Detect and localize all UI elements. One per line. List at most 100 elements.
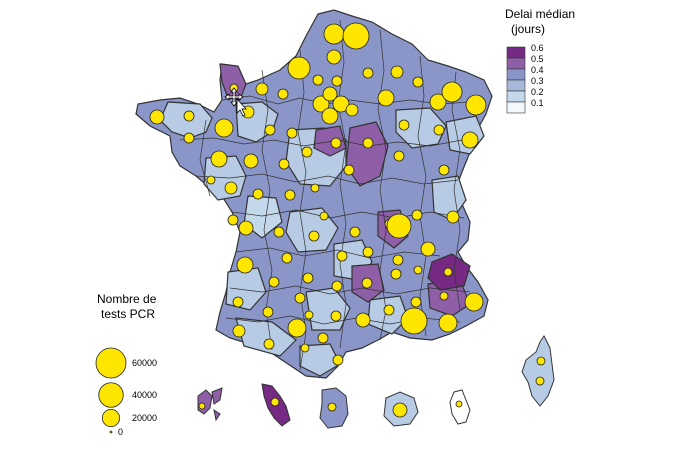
department-bubble xyxy=(398,119,410,131)
department-bubble xyxy=(400,307,428,335)
department-bubble xyxy=(536,356,546,366)
department-bubble xyxy=(446,210,460,224)
department-bubble xyxy=(443,267,453,277)
department-bubble xyxy=(438,313,458,333)
legend-tests-label: 0 xyxy=(118,427,123,437)
department-bubble xyxy=(312,74,324,86)
department-bubble xyxy=(343,164,355,176)
department-bubble xyxy=(410,296,422,308)
legend-tests-bubble xyxy=(95,347,127,379)
department-bubble xyxy=(317,332,329,344)
department-bubble xyxy=(206,175,216,185)
region-pyrenees xyxy=(235,317,297,357)
department-bubble xyxy=(238,220,254,236)
department-bubble xyxy=(149,109,165,125)
mainland-france xyxy=(135,9,493,379)
department-bubble xyxy=(411,209,423,221)
legend-tests-label: 60000 xyxy=(132,358,157,368)
department-bubble xyxy=(465,94,487,116)
department-bubble xyxy=(214,118,234,138)
legend-delay-label: 0.2 xyxy=(531,87,544,97)
legend-tests-label: 40000 xyxy=(132,390,157,400)
pcr-test-bubbles xyxy=(149,22,546,418)
department-bubble xyxy=(273,226,285,238)
department-bubble xyxy=(362,246,374,258)
department-bubble xyxy=(441,81,463,103)
department-bubble xyxy=(336,250,348,262)
department-bubble xyxy=(323,23,345,45)
department-bubble xyxy=(232,324,246,338)
department-bubble xyxy=(377,89,395,107)
region-aude xyxy=(299,343,341,377)
department-bubble xyxy=(278,158,290,170)
department-bubble xyxy=(386,213,412,239)
region-champagne xyxy=(395,107,447,149)
legend-delay-label: 0.4 xyxy=(531,65,544,75)
department-bubble xyxy=(355,312,371,328)
department-bubble xyxy=(393,150,405,162)
department-bubble xyxy=(535,376,545,386)
department-bubble xyxy=(392,254,404,266)
department-bubble xyxy=(390,65,404,79)
department-bubble xyxy=(464,292,484,312)
department-bubble xyxy=(252,188,264,200)
legend-tests-bubbles: 60000 40000 20000 0 xyxy=(95,347,157,437)
department-bubble xyxy=(438,164,450,176)
department-bubble xyxy=(433,124,445,136)
department-bubble xyxy=(198,402,206,410)
department-bubble xyxy=(345,103,359,117)
department-bubble xyxy=(332,354,344,366)
department-bubble xyxy=(302,272,314,284)
department-bubble xyxy=(264,124,276,136)
legend-delay-swatch xyxy=(506,57,526,70)
department-bubble xyxy=(330,310,342,322)
department-bubble xyxy=(294,292,306,304)
department-bubble xyxy=(263,338,275,350)
department-bubble xyxy=(390,268,402,280)
department-bubble xyxy=(383,304,395,316)
department-bubble xyxy=(268,276,280,288)
department-bubble xyxy=(243,153,259,169)
region-manche xyxy=(219,63,247,101)
region-poitou xyxy=(243,195,283,239)
move-cursor-icon xyxy=(224,87,247,117)
legend-delay: Delai médian (jours) 0.60.50.40.30.20.1 xyxy=(505,7,575,114)
corsica xyxy=(521,335,555,407)
department-bubble xyxy=(319,211,329,221)
legend-delay-swatches: 0.60.50.40.30.20.1 xyxy=(506,43,544,114)
department-bubble xyxy=(342,22,370,50)
legend-tests-title-line1: Nombre de xyxy=(97,292,157,306)
department-bubble xyxy=(330,137,342,149)
department-bubble xyxy=(361,277,373,289)
department-bubble xyxy=(461,131,479,149)
legend-delay-label: 0.3 xyxy=(531,76,544,86)
legend-tests: Nombre de tests PCR 60000 40000 20000 0 xyxy=(95,292,157,437)
legend-tests-bubble xyxy=(109,430,113,434)
region-loiret xyxy=(313,125,347,157)
legend-delay-swatch xyxy=(506,90,526,103)
department-bubble xyxy=(277,88,289,100)
department-bubble xyxy=(287,318,307,338)
department-bubble xyxy=(262,306,274,318)
department-bubble xyxy=(286,127,298,139)
legend-delay-label: 0.1 xyxy=(531,98,544,108)
legend-delay-label: 0.5 xyxy=(531,54,544,64)
department-bubble xyxy=(327,402,337,412)
department-bubble xyxy=(301,146,313,158)
region-jura xyxy=(431,175,467,221)
department-bubble xyxy=(236,256,254,274)
legend-delay-swatch xyxy=(506,79,526,92)
department-bubble xyxy=(362,137,374,149)
department-bubble xyxy=(270,397,280,407)
department-bubble xyxy=(232,296,244,308)
legend-delay-title-line2: (jours) xyxy=(511,22,545,36)
department-bubble xyxy=(312,95,330,113)
legend-tests-title-line2: tests PCR xyxy=(101,307,155,321)
department-bubble xyxy=(439,291,449,301)
legend-tests-label: 20000 xyxy=(132,413,157,423)
department-bubble xyxy=(362,67,374,79)
department-bubble xyxy=(255,82,269,96)
department-bubble xyxy=(349,226,361,238)
department-bubble xyxy=(287,56,311,80)
